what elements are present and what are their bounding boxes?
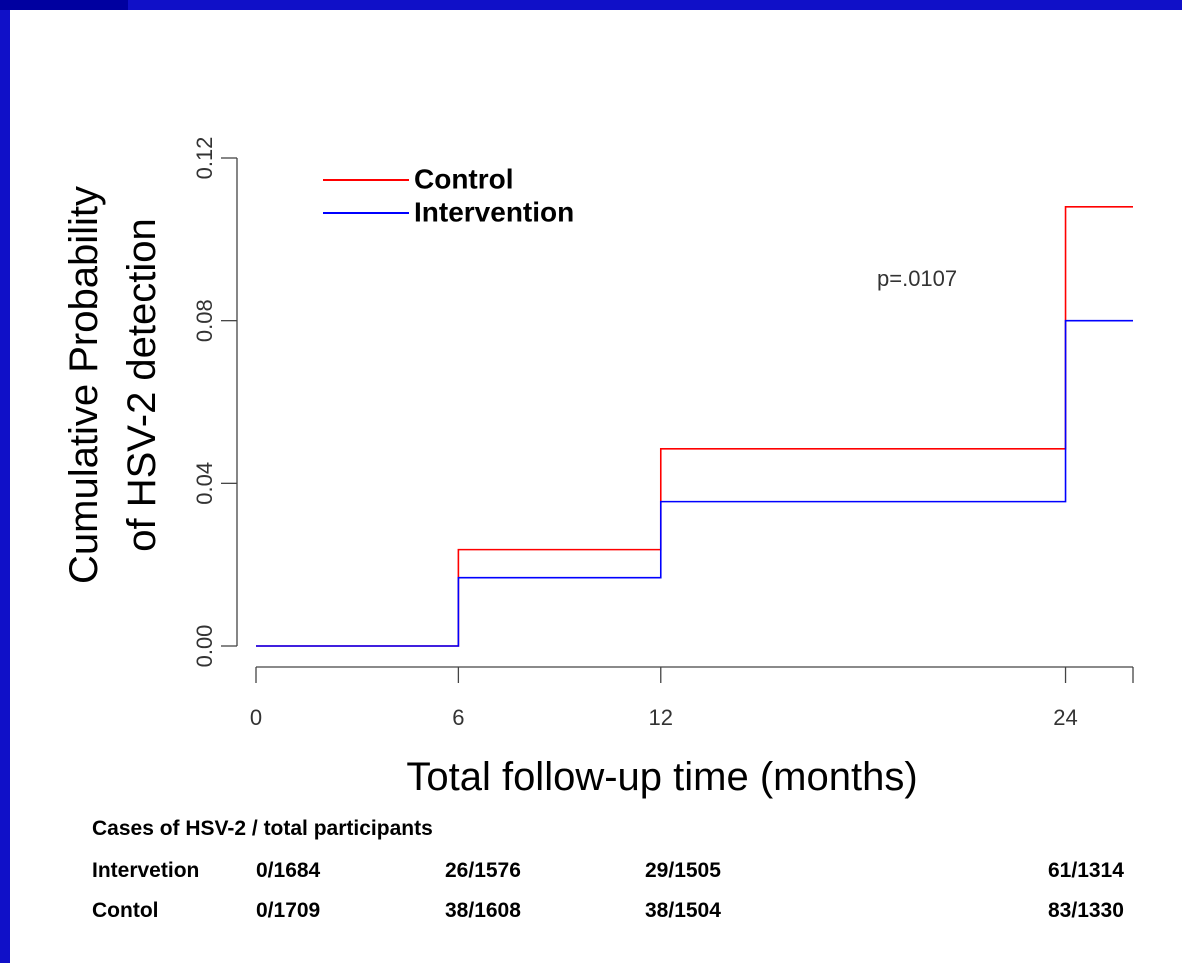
y-tick-label: 0.08 xyxy=(192,299,217,342)
legend-label-intervention: Intervention xyxy=(414,196,574,227)
x-tick-label: 24 xyxy=(1053,705,1077,730)
risk-cell: 38/1608 xyxy=(445,899,521,922)
slide-frame-corner xyxy=(0,0,128,10)
risk-row-label-intervention: Intervetion xyxy=(92,859,200,882)
chart-axes xyxy=(236,158,1133,668)
y-axis-title-line-1: Cumulative Probability xyxy=(62,186,106,584)
y-axis-title-line-2: of HSV-2 detection xyxy=(120,218,164,552)
risk-cell: 0/1684 xyxy=(256,859,321,882)
y-axis-title: Cumulative Probability of HSV-2 detectio… xyxy=(62,186,164,584)
y-tick-label: 0.04 xyxy=(192,462,217,505)
p-value-annotation: p=.0107 xyxy=(877,266,957,291)
x-tick-label: 0 xyxy=(250,705,262,730)
risk-cell: 61/1314 xyxy=(1048,859,1124,882)
series-line-intervention xyxy=(256,319,1133,647)
risk-cell: 83/1330 xyxy=(1048,899,1124,922)
risk-cell: 0/1709 xyxy=(256,899,321,922)
y-tick-label: 0.12 xyxy=(192,137,217,180)
risk-cell: 29/1505 xyxy=(645,859,721,882)
x-tick-label: 6 xyxy=(452,705,464,730)
chart-series xyxy=(256,206,1133,647)
chart-ticks: 0 6 12 24 0.00 0.04 0.08 0.12 xyxy=(192,137,1134,730)
legend-label-control: Control xyxy=(414,163,514,194)
risk-cell: 38/1504 xyxy=(645,899,721,922)
risk-table-title: Cases of HSV-2 / total participants xyxy=(92,817,433,840)
slide-frame-top xyxy=(0,0,1182,10)
slide-frame-left xyxy=(0,0,10,963)
y-tick-label: 0.00 xyxy=(192,625,217,668)
series-line-control xyxy=(256,206,1133,647)
risk-row-label-control: Contol xyxy=(92,899,159,922)
risk-cell: 26/1576 xyxy=(445,859,521,882)
x-axis-title: Total follow-up time (months) xyxy=(406,755,917,799)
legend: Control Intervention xyxy=(323,163,574,227)
x-tick-label: 12 xyxy=(649,705,673,730)
